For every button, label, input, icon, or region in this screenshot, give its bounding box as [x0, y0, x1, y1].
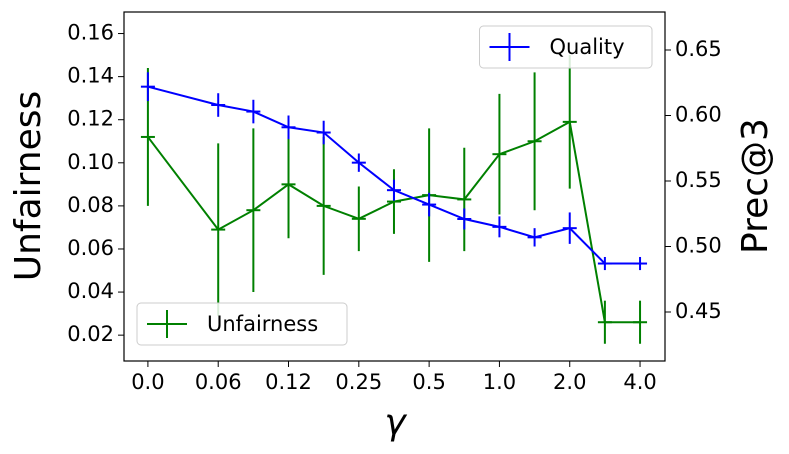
x-tick-label: 4.0 — [623, 370, 656, 394]
x-axis-label: γ — [384, 402, 407, 443]
y-tick-label: 0.02 — [67, 322, 114, 346]
y-tick-label: 0.08 — [67, 193, 114, 217]
y2-tick-label: 0.60 — [675, 102, 722, 126]
x-tick-label: 0.25 — [335, 370, 382, 394]
x-tick-label: 0.0 — [131, 370, 164, 394]
y2-tick-label: 0.50 — [675, 234, 722, 258]
legend-box — [479, 25, 653, 69]
y2-axis-label: Prec@3 — [735, 118, 776, 254]
y-tick-label: 0.16 — [67, 21, 114, 45]
x-tick-label: 0.12 — [265, 370, 312, 394]
y2-tick-label: 0.55 — [675, 168, 722, 192]
legend-label: Unfairness — [207, 312, 318, 336]
y2-tick-label: 0.45 — [675, 299, 722, 323]
series-line — [147, 85, 641, 265]
y2-tick-label: 0.65 — [675, 37, 722, 61]
plot-frame — [123, 11, 666, 362]
x-tick-label: 0.06 — [195, 370, 242, 394]
y-tick-label: 0.04 — [67, 279, 114, 303]
legend-box — [136, 302, 348, 346]
x-tick-label: 2.0 — [553, 370, 586, 394]
y-tick-label: 0.06 — [67, 236, 114, 260]
x-tick-label: 0.5 — [412, 370, 445, 394]
x-tick-label: 1.0 — [483, 370, 516, 394]
y-axis-label: Unfairness — [8, 91, 49, 282]
y-tick-label: 0.12 — [67, 107, 114, 131]
y-tick-label: 0.14 — [67, 64, 114, 88]
y-tick-label: 0.10 — [67, 150, 114, 174]
legend-label: Quality — [550, 35, 625, 59]
